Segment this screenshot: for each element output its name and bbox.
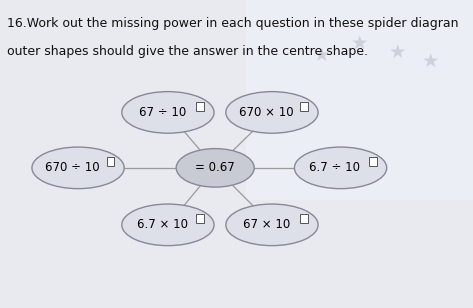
Text: ★: ★ <box>422 52 439 71</box>
Ellipse shape <box>122 204 214 246</box>
FancyBboxPatch shape <box>196 214 204 223</box>
Text: ★: ★ <box>313 46 330 65</box>
FancyBboxPatch shape <box>369 157 377 166</box>
Ellipse shape <box>176 148 254 187</box>
Text: 67 × 10: 67 × 10 <box>243 218 290 231</box>
Text: ★: ★ <box>351 34 368 53</box>
Ellipse shape <box>226 92 318 133</box>
Text: 67 ÷ 10: 67 ÷ 10 <box>139 106 186 119</box>
Text: 670 ÷ 10: 670 ÷ 10 <box>45 161 100 174</box>
FancyBboxPatch shape <box>300 102 308 111</box>
Ellipse shape <box>32 147 124 188</box>
Ellipse shape <box>226 204 318 246</box>
Text: 670 × 10: 670 × 10 <box>239 106 294 119</box>
Bar <box>246 0 473 200</box>
Text: 6.7 × 10: 6.7 × 10 <box>137 218 188 231</box>
Text: outer shapes should give the answer in the centre shape.: outer shapes should give the answer in t… <box>7 45 368 58</box>
Ellipse shape <box>294 147 386 188</box>
Text: 6.7 ÷ 10: 6.7 ÷ 10 <box>309 161 360 174</box>
FancyBboxPatch shape <box>196 102 204 111</box>
Text: 16.Work out the missing power in each question in these spider diagran: 16.Work out the missing power in each qu… <box>7 17 459 30</box>
FancyBboxPatch shape <box>300 214 308 223</box>
Text: ★: ★ <box>389 43 406 62</box>
FancyBboxPatch shape <box>106 157 114 166</box>
Ellipse shape <box>122 92 214 133</box>
Text: = 0.67: = 0.67 <box>195 161 235 174</box>
